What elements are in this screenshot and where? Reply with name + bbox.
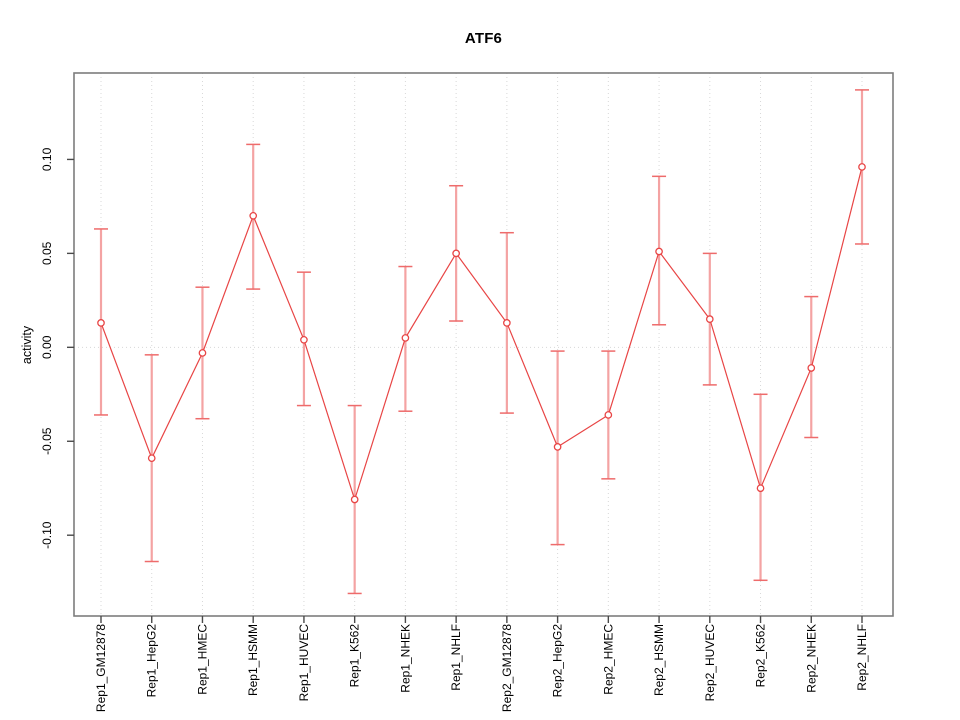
data-point bbox=[249, 211, 258, 220]
x-tick-label: Rep2_GM12878 bbox=[500, 624, 514, 712]
series-line bbox=[100, 166, 863, 502]
plot-border bbox=[73, 72, 894, 617]
x-tick-label: Rep2_NHLF bbox=[855, 624, 869, 691]
data-point bbox=[604, 411, 613, 419]
data-point bbox=[503, 319, 511, 327]
data-point bbox=[198, 349, 207, 357]
data-point bbox=[858, 163, 866, 171]
data-point bbox=[756, 484, 765, 493]
x-tick-label: Rep2_HMEC bbox=[601, 624, 615, 695]
x-tick-label: Rep2_HUVEC bbox=[703, 624, 717, 702]
data-point bbox=[705, 315, 714, 323]
y-tick-label: 0.00 bbox=[40, 335, 54, 359]
y-tick-label: 0.10 bbox=[40, 147, 54, 171]
x-tick-label: Rep1_NHEK bbox=[398, 624, 412, 693]
data-point bbox=[401, 334, 410, 342]
x-tick-label: Rep2_NHEK bbox=[804, 624, 818, 693]
data-point bbox=[97, 319, 105, 327]
x-tick-label: Rep1_HSMM bbox=[246, 624, 260, 696]
x-tick-label: Rep2_HSMM bbox=[652, 624, 666, 696]
x-tick-label: Rep1_HMEC bbox=[195, 624, 209, 695]
x-tick-label: Rep1_HUVEC bbox=[297, 624, 311, 702]
x-tick-label: Rep1_HepG2 bbox=[145, 624, 159, 698]
y-tick-label: -0.10 bbox=[40, 521, 54, 549]
data-point bbox=[300, 335, 308, 344]
x-tick-label: Rep2_HepG2 bbox=[551, 624, 565, 698]
x-tick-label: Rep1_NHLF bbox=[449, 624, 463, 691]
data-point bbox=[147, 454, 156, 463]
x-tick-label: Rep1_GM12878 bbox=[94, 624, 108, 712]
data-point bbox=[452, 249, 460, 258]
x-tick-label: Rep2_K562 bbox=[754, 624, 768, 688]
data-point bbox=[655, 247, 663, 256]
data-point bbox=[350, 495, 359, 504]
data-point bbox=[553, 443, 562, 451]
x-tick-label: Rep1_K562 bbox=[348, 624, 362, 688]
data-point bbox=[807, 364, 816, 372]
y-tick-label: -0.05 bbox=[40, 427, 54, 455]
chart-title: ATF6 bbox=[464, 30, 503, 47]
y-tick-label: 0.05 bbox=[40, 241, 54, 265]
